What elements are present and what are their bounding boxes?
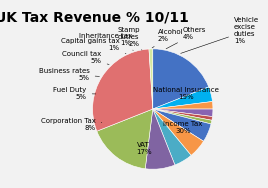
Wedge shape: [153, 109, 213, 120]
Text: Capital gains tax
1%: Capital gains tax 1%: [61, 38, 126, 54]
Text: Income Tax
30%: Income Tax 30%: [163, 121, 203, 134]
Text: VAT
17%: VAT 17%: [136, 142, 151, 155]
Wedge shape: [153, 109, 213, 117]
Text: Inheritance tax
1%: Inheritance tax 1%: [79, 33, 133, 50]
Text: Business rates
5%: Business rates 5%: [39, 68, 99, 81]
Text: Alcohol
2%: Alcohol 2%: [152, 29, 183, 48]
Text: Corporation Tax
8%: Corporation Tax 8%: [41, 118, 102, 131]
Text: Vehicle
excise
duties
1%: Vehicle excise duties 1%: [181, 17, 259, 53]
Wedge shape: [153, 87, 213, 109]
Wedge shape: [97, 109, 153, 169]
Text: Others
4%: Others 4%: [166, 27, 206, 49]
Wedge shape: [153, 102, 213, 109]
Wedge shape: [153, 49, 209, 109]
Wedge shape: [145, 109, 175, 169]
Text: Council tax
5%: Council tax 5%: [62, 51, 109, 64]
Wedge shape: [153, 109, 204, 155]
Wedge shape: [153, 109, 211, 141]
Wedge shape: [93, 49, 153, 131]
Wedge shape: [153, 109, 191, 165]
Text: Fuel Duty
5%: Fuel Duty 5%: [53, 87, 96, 100]
Wedge shape: [149, 49, 153, 109]
Text: UK Tax Revenue % 10/11: UK Tax Revenue % 10/11: [0, 11, 189, 25]
Text: National Insurance
19%: National Insurance 19%: [153, 87, 219, 101]
Wedge shape: [153, 109, 212, 124]
Text: Stamp
duties
2%: Stamp duties 2%: [117, 27, 142, 50]
